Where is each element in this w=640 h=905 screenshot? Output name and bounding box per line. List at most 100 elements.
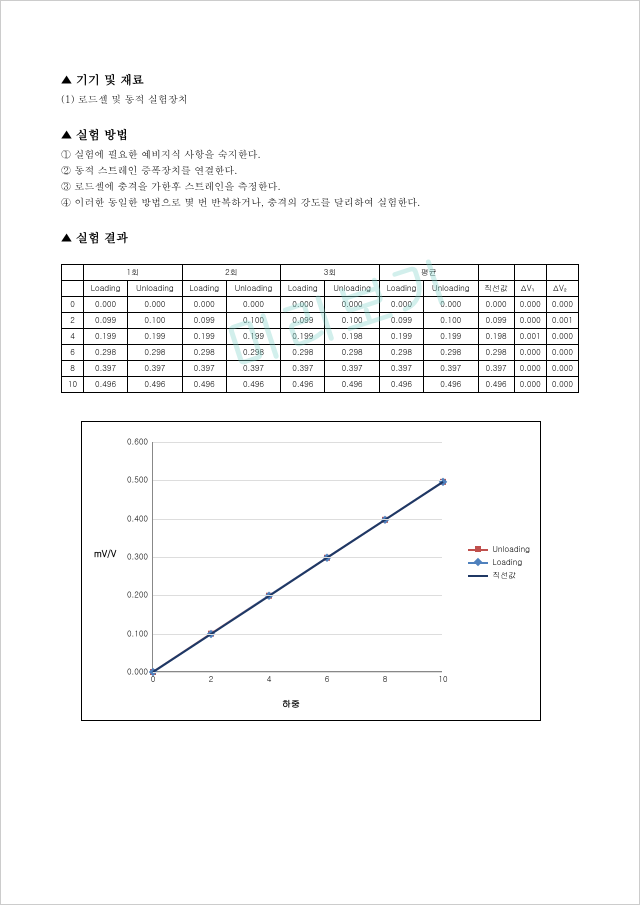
table-cell: 0.099 [84, 313, 128, 329]
table-cell: 0.298 [478, 345, 514, 361]
table-group-header: 1회 [84, 265, 183, 281]
table-cell: 0.099 [379, 313, 423, 329]
table-cell: 0.298 [325, 345, 380, 361]
table-cell: 0.099 [182, 313, 226, 329]
table-cell: 0.199 [182, 329, 226, 345]
chart-xtick: 8 [383, 674, 388, 685]
table-row: 60.2980.2980.2980.2980.2980.2980.2980.29… [62, 345, 579, 361]
table-cell: 0.298 [281, 345, 325, 361]
table-cell: 0.496 [84, 377, 128, 393]
table-group-header: 3회 [281, 265, 380, 281]
table-cell: 0.198 [325, 329, 380, 345]
table-cell: 0.397 [325, 361, 380, 377]
section1-line1: (1) 로드셀 및 동적 실험장치 [61, 92, 579, 106]
table-cell: 4 [62, 329, 84, 345]
results-table: 1회2회3회평균LoadingUnloadingLoadingUnloading… [61, 264, 579, 393]
table-cell: 0.397 [84, 361, 128, 377]
section2-line4: ④ 이러한 동일한 방법으로 몇 번 반복하거나, 충격의 강도를 달리하여 실… [61, 195, 579, 209]
table-cell: 0.199 [281, 329, 325, 345]
section3-title: ▲ 실험 결과 [61, 229, 579, 246]
table-cell: 10 [62, 377, 84, 393]
table-cell: 0.000 [478, 297, 514, 313]
chart-ytick: 0.300 [113, 552, 148, 563]
table-cell: 0.001 [546, 313, 578, 329]
chart-ytick: 0.000 [113, 667, 148, 678]
section2-title: ▲ 실험 방법 [61, 126, 579, 143]
table-cell: 0.199 [84, 329, 128, 345]
table-cell: 6 [62, 345, 84, 361]
chart: mV/V 하중 0.0000.1000.2000.3000.4000.5000.… [81, 421, 541, 721]
table-cell: 0.000 [514, 297, 546, 313]
chart-xtick: 6 [325, 674, 330, 685]
table-cell: 0.000 [546, 345, 578, 361]
table-cell: 0.100 [423, 313, 478, 329]
table-row: 20.0990.1000.0990.1000.0990.1000.0990.10… [62, 313, 579, 329]
table-cell: 0.298 [84, 345, 128, 361]
chart-xtick: 0 [151, 674, 156, 685]
table-cell: 0.000 [281, 297, 325, 313]
table-cell: 0.397 [226, 361, 281, 377]
table-cell: 0.199 [128, 329, 183, 345]
table-row: 100.4960.4960.4960.4960.4960.4960.4960.4… [62, 377, 579, 393]
table-col-header: Unloading [226, 281, 281, 297]
table-body: 00.0000.0000.0000.0000.0000.0000.0000.00… [62, 297, 579, 393]
table-cell: 0.397 [379, 361, 423, 377]
chart-ytick: 0.500 [113, 475, 148, 486]
table-cell: 0.298 [128, 345, 183, 361]
table-head: 1회2회3회평균LoadingUnloadingLoadingUnloading… [62, 265, 579, 297]
table-cell: 0.298 [182, 345, 226, 361]
table-cell: 0.199 [226, 329, 281, 345]
table-row: 40.1990.1990.1990.1990.1990.1980.1990.19… [62, 329, 579, 345]
legend-unloading: Unloading [468, 544, 530, 555]
chart-ytick: 0.400 [113, 513, 148, 524]
table-group-header [478, 265, 514, 281]
table-cell: 0.199 [379, 329, 423, 345]
table-cell: 0.397 [423, 361, 478, 377]
table-cell: 0.100 [226, 313, 281, 329]
chart-ytick: 0.600 [113, 437, 148, 448]
table-cell: 0.496 [226, 377, 281, 393]
table-cell: 0.496 [478, 377, 514, 393]
table-group-header: 평균 [379, 265, 478, 281]
table-col-header: Unloading [325, 281, 380, 297]
table-group-header [546, 265, 578, 281]
table-cell: 0.000 [514, 345, 546, 361]
legend-linefit-label: 직선값 [492, 570, 516, 581]
table-cell: 0.298 [379, 345, 423, 361]
table-cell: 2 [62, 313, 84, 329]
table-cell: 0 [62, 297, 84, 313]
table-cell: 0.000 [182, 297, 226, 313]
table-cell: 0.397 [128, 361, 183, 377]
table-cell: 0.397 [182, 361, 226, 377]
table-cell: 0.496 [128, 377, 183, 393]
table-cell: 0.000 [546, 361, 578, 377]
section1-title: ▲ 기기 및 재료 [61, 71, 579, 88]
table-group-header [62, 265, 84, 281]
table-row: 00.0000.0000.0000.0000.0000.0000.0000.00… [62, 297, 579, 313]
legend-loading-label: Loading [492, 557, 522, 568]
chart-legend: Unloading Loading 직선값 [468, 542, 530, 583]
table-cell: 0.496 [182, 377, 226, 393]
section2-line3: ③ 로드셀에 충격을 가한후 스트레인을 측정한다. [61, 179, 579, 193]
legend-loading: Loading [468, 557, 530, 568]
table-group-header: 2회 [182, 265, 281, 281]
table-cell: 0.000 [546, 297, 578, 313]
page: ▲ 기기 및 재료 (1) 로드셀 및 동적 실험장치 ▲ 실험 방법 ① 실험… [1, 1, 639, 751]
table-col-header: Unloading [128, 281, 183, 297]
table-cell: 0.000 [128, 297, 183, 313]
table-cell: 0.000 [514, 313, 546, 329]
table-cell: 0.298 [423, 345, 478, 361]
table-cell: 0.198 [478, 329, 514, 345]
table-col-header: 직선값 [478, 281, 514, 297]
table-cell: 0.000 [325, 297, 380, 313]
table-col-header: Loading [379, 281, 423, 297]
chart-ytick: 0.100 [113, 628, 148, 639]
table-cell: 0.000 [514, 377, 546, 393]
table-cell: 0.000 [546, 329, 578, 345]
table-col-header [62, 281, 84, 297]
legend-linefit: 직선값 [468, 570, 530, 581]
table-cell: 0.000 [379, 297, 423, 313]
table-cell: 0.000 [423, 297, 478, 313]
table-cell: 0.000 [546, 377, 578, 393]
table-col-header: Loading [182, 281, 226, 297]
